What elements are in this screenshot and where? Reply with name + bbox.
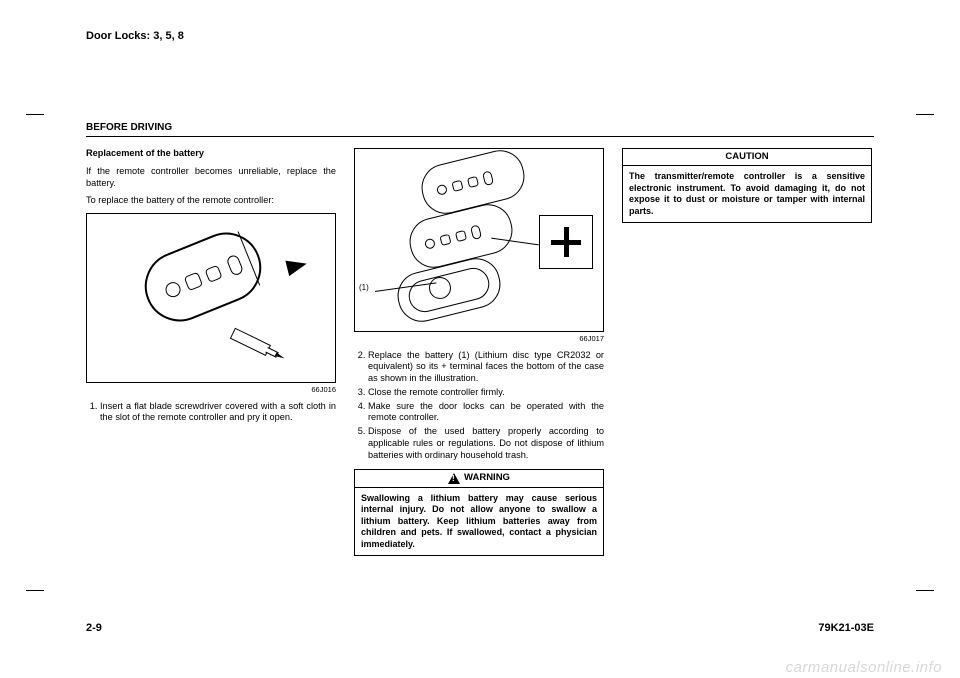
paragraph: If the remote controller becomes unrelia… [86,166,336,190]
warning-triangle-icon [448,473,460,484]
step-list: Replace the battery (1) (Lithium disc ty… [354,350,604,462]
caution-title: CAUTION [725,151,768,163]
figure-caption: 66J016 [86,385,336,395]
key-fob-icon [134,222,271,332]
horizontal-rule [86,136,874,137]
fob-button-icon [204,265,222,283]
crop-mark [26,590,44,591]
plus-inset-icon [539,215,593,269]
document-code: 79K21-03E [818,622,874,634]
column-1: Replacement of the battery If the remote… [86,148,336,556]
crop-mark [916,590,934,591]
arrow-icon [285,256,308,276]
figure-caption: 66J017 [354,334,604,344]
caution-header: CAUTION [623,149,871,166]
list-item: Insert a flat blade screwdriver covered … [100,401,336,425]
warning-body: Swallowing a lithium battery may cause s… [355,488,603,556]
screwdriver-icon [226,321,299,376]
seam-line-icon [238,231,261,285]
section-title: BEFORE DRIVING [86,122,172,133]
list-item: Close the remote controller firmly. [368,387,604,399]
list-item: Dispose of the used battery properly acc… [368,426,604,461]
watermark: carmanualsonline.info [786,659,942,676]
content-columns: Replacement of the battery If the remote… [86,148,874,556]
list-item: Make sure the door locks can be operated… [368,401,604,425]
page-number: 2-9 [86,622,102,634]
figure-battery-replace: (1) [354,148,604,332]
warning-header: WARNING [355,470,603,487]
fob-button-icon [184,272,204,292]
subheading: Replacement of the battery [86,148,336,160]
paragraph: To replace the battery of the remote con… [86,195,336,207]
fob-button-icon [226,254,245,277]
warning-title: WARNING [464,472,510,484]
figure-key-pry [86,213,336,383]
crop-mark [916,114,934,115]
crop-mark [26,114,44,115]
column-2: (1) 66J017 Replace the battery (1) (Lith… [354,148,604,556]
list-item: Replace the battery (1) (Lithium disc ty… [368,350,604,385]
caution-box: CAUTION The transmitter/remote controlle… [622,148,872,223]
caution-body: The transmitter/remote controller is a s… [623,166,871,222]
column-3: CAUTION The transmitter/remote controlle… [622,148,872,556]
step-list: Insert a flat blade screwdriver covered … [86,401,336,425]
callout-label: (1) [359,283,369,293]
manual-page: Door Locks: 3, 5, 8 BEFORE DRIVING Repla… [56,30,904,650]
warning-box: WARNING Swallowing a lithium battery may… [354,469,604,556]
header-reference: Door Locks: 3, 5, 8 [86,30,184,42]
fob-button-icon [163,280,183,300]
